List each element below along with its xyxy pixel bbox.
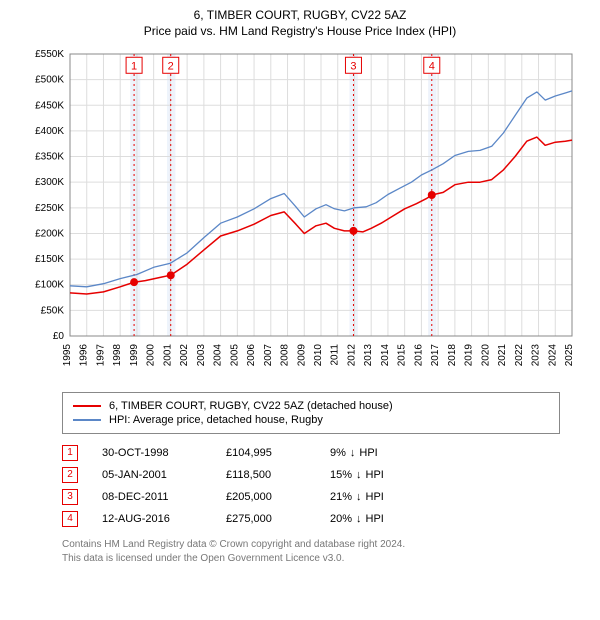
svg-text:1995: 1995 bbox=[62, 344, 73, 367]
arrow-down-icon: ↓ bbox=[356, 513, 362, 525]
legend-label: 6, TIMBER COURT, RUGBY, CV22 5AZ (detach… bbox=[109, 400, 393, 412]
svg-text:1996: 1996 bbox=[79, 344, 90, 367]
svg-text:2000: 2000 bbox=[146, 344, 157, 367]
svg-text:3: 3 bbox=[350, 60, 356, 72]
legend-item: 6, TIMBER COURT, RUGBY, CV22 5AZ (detach… bbox=[73, 399, 549, 413]
svg-text:1999: 1999 bbox=[129, 344, 140, 367]
svg-text:2023: 2023 bbox=[531, 344, 542, 367]
svg-text:£250K: £250K bbox=[35, 203, 64, 214]
svg-text:£400K: £400K bbox=[35, 126, 64, 137]
svg-text:2020: 2020 bbox=[480, 344, 491, 367]
svg-text:£0: £0 bbox=[53, 331, 65, 342]
chart-plot: £0 £50K £100K £150K £200K £250K £300K £350K £400… bbox=[20, 46, 580, 386]
event-marker: 3 bbox=[62, 489, 78, 505]
svg-text:2012: 2012 bbox=[346, 344, 357, 367]
event-price: £104,995 bbox=[226, 447, 306, 459]
event-date: 12-AUG-2016 bbox=[102, 513, 202, 525]
svg-text:2004: 2004 bbox=[213, 344, 224, 367]
event-marker: 4 bbox=[62, 511, 78, 527]
event-price: £205,000 bbox=[226, 491, 306, 503]
svg-text:2001: 2001 bbox=[162, 344, 173, 367]
svg-text:2003: 2003 bbox=[196, 344, 207, 367]
svg-text:£100K: £100K bbox=[35, 280, 64, 291]
chart-subtitle: Price paid vs. HM Land Registry's House … bbox=[10, 24, 590, 38]
svg-text:2005: 2005 bbox=[229, 344, 240, 367]
svg-text:2009: 2009 bbox=[296, 344, 307, 367]
event-row: 1 30-OCT-1998 £104,995 9%↓HPI bbox=[62, 442, 560, 464]
svg-text:2010: 2010 bbox=[313, 344, 324, 367]
events-table: 1 30-OCT-1998 £104,995 9%↓HPI 2 05-JAN-2001 £1… bbox=[62, 442, 560, 530]
svg-text:2019: 2019 bbox=[464, 344, 475, 367]
event-row: 3 08-DEC-2011 £205,000 21%↓HPI bbox=[62, 486, 560, 508]
event-date: 30-OCT-1998 bbox=[102, 447, 202, 459]
chart-title: 6, TIMBER COURT, RUGBY, CV22 5AZ bbox=[10, 8, 590, 22]
legend-swatch bbox=[73, 419, 101, 421]
footnote: Contains HM Land Registry data © Crown c… bbox=[62, 538, 560, 565]
svg-text:2025: 2025 bbox=[564, 344, 575, 367]
event-date: 08-DEC-2011 bbox=[102, 491, 202, 503]
event-delta: 9%↓HPI bbox=[330, 447, 378, 459]
arrow-down-icon: ↓ bbox=[356, 469, 362, 481]
svg-text:2006: 2006 bbox=[246, 344, 257, 367]
svg-text:2017: 2017 bbox=[430, 344, 441, 367]
svg-text:2: 2 bbox=[168, 60, 174, 72]
svg-text:1998: 1998 bbox=[112, 344, 123, 367]
svg-text:£150K: £150K bbox=[35, 254, 64, 265]
footnote-line: This data is licensed under the Open Gov… bbox=[62, 552, 560, 566]
svg-text:2007: 2007 bbox=[263, 344, 274, 367]
svg-text:2013: 2013 bbox=[363, 344, 374, 367]
svg-text:£500K: £500K bbox=[35, 75, 64, 86]
svg-text:£550K: £550K bbox=[35, 49, 64, 60]
svg-text:2021: 2021 bbox=[497, 344, 508, 367]
svg-text:£200K: £200K bbox=[35, 228, 64, 239]
event-price: £275,000 bbox=[226, 513, 306, 525]
legend-item: HPI: Average price, detached house, Rugb… bbox=[73, 413, 549, 427]
svg-text:2002: 2002 bbox=[179, 344, 190, 367]
legend-swatch bbox=[73, 405, 101, 407]
arrow-down-icon: ↓ bbox=[356, 491, 362, 503]
event-row: 4 12-AUG-2016 £275,000 20%↓HPI bbox=[62, 508, 560, 530]
chart-container: 6, TIMBER COURT, RUGBY, CV22 5AZ Price p… bbox=[0, 0, 600, 573]
event-marker: 1 bbox=[62, 445, 78, 461]
event-row: 2 05-JAN-2001 £118,500 15%↓HPI bbox=[62, 464, 560, 486]
svg-text:2015: 2015 bbox=[397, 344, 408, 367]
svg-text:£350K: £350K bbox=[35, 152, 64, 163]
svg-text:2024: 2024 bbox=[547, 344, 558, 367]
svg-text:2014: 2014 bbox=[380, 344, 391, 367]
event-date: 05-JAN-2001 bbox=[102, 469, 202, 481]
arrow-down-icon: ↓ bbox=[350, 447, 356, 459]
svg-text:2022: 2022 bbox=[514, 344, 525, 367]
legend: 6, TIMBER COURT, RUGBY, CV22 5AZ (detach… bbox=[62, 392, 560, 434]
svg-text:1997: 1997 bbox=[95, 344, 106, 367]
legend-label: HPI: Average price, detached house, Rugb… bbox=[109, 414, 323, 426]
event-delta: 20%↓HPI bbox=[330, 513, 384, 525]
svg-text:£300K: £300K bbox=[35, 177, 64, 188]
svg-text:4: 4 bbox=[429, 60, 435, 72]
svg-text:£450K: £450K bbox=[35, 100, 64, 111]
event-price: £118,500 bbox=[226, 469, 306, 481]
svg-text:2008: 2008 bbox=[280, 344, 291, 367]
svg-text:£50K: £50K bbox=[41, 305, 65, 316]
svg-text:1: 1 bbox=[131, 60, 137, 72]
event-marker: 2 bbox=[62, 467, 78, 483]
event-delta: 15%↓HPI bbox=[330, 469, 384, 481]
event-delta: 21%↓HPI bbox=[330, 491, 384, 503]
svg-text:2011: 2011 bbox=[330, 344, 341, 366]
footnote-line: Contains HM Land Registry data © Crown c… bbox=[62, 538, 560, 552]
svg-text:2016: 2016 bbox=[413, 344, 424, 367]
svg-text:2018: 2018 bbox=[447, 344, 458, 367]
